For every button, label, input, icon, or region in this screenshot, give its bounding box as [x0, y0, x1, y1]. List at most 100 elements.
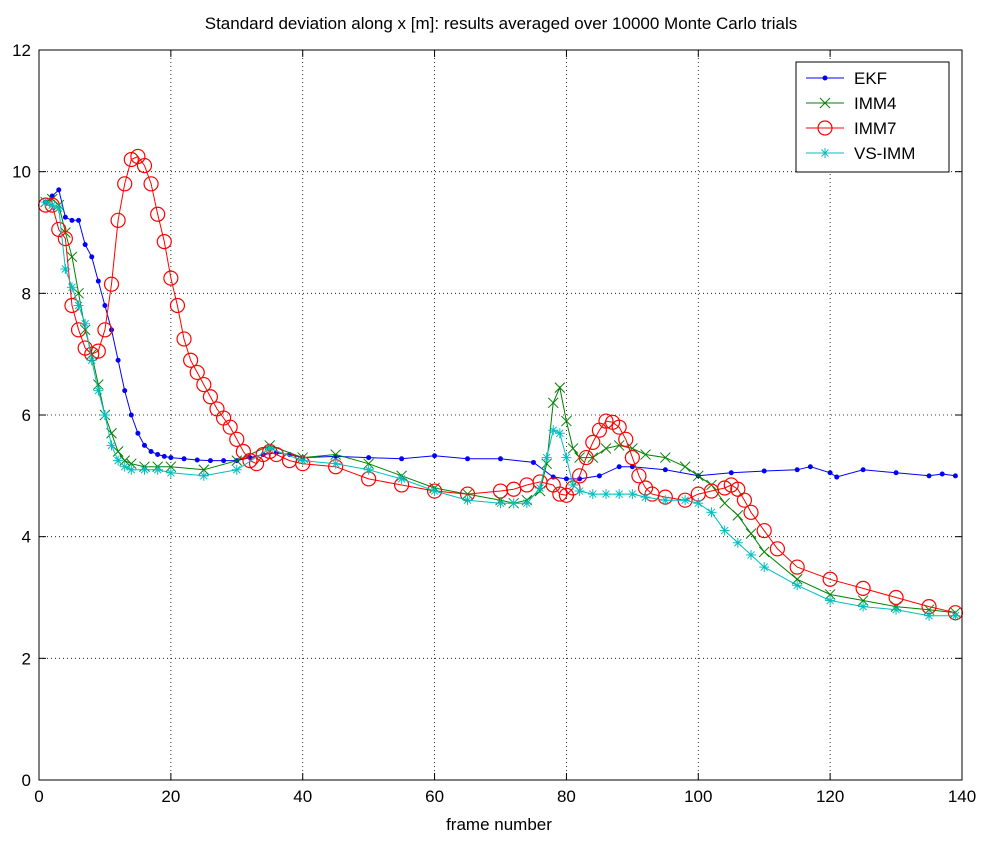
legend-marker	[820, 148, 830, 158]
x-tick-label: 100	[684, 787, 712, 806]
data-point	[891, 604, 902, 615]
data-point	[62, 214, 68, 220]
marker-stroke	[615, 490, 624, 498]
marker-stroke	[821, 149, 829, 157]
data-point	[202, 389, 219, 405]
data-point	[794, 467, 800, 473]
legend-label: EKF	[854, 69, 887, 88]
data-point	[759, 562, 770, 573]
data-point	[90, 343, 106, 359]
marker-stroke	[397, 475, 406, 483]
data-point	[547, 397, 559, 409]
data-point	[732, 537, 743, 548]
data-point	[692, 470, 704, 482]
marker-stroke	[925, 611, 933, 620]
data-point	[152, 464, 163, 475]
data-point	[97, 322, 113, 338]
legend-label: VS-IMM	[854, 144, 915, 163]
marker-stroke	[819, 97, 831, 109]
data-point	[585, 434, 601, 450]
marker-stroke	[61, 265, 70, 273]
data-point	[126, 464, 137, 475]
data-point	[110, 212, 126, 228]
series-line	[45, 155, 956, 614]
data-point	[80, 318, 91, 329]
marker-stroke	[719, 497, 731, 509]
legend[interactable]: EKF IMM4 IMM7 VS-IMM	[795, 61, 950, 173]
y-tick-label: 2	[22, 649, 31, 668]
data-point	[789, 559, 805, 575]
y-tick-label: 4	[22, 528, 31, 547]
marker-stroke	[81, 319, 90, 328]
marker-stroke	[199, 471, 208, 480]
series-vs-imm	[40, 197, 961, 621]
chart-title: Standard deviation along x [m]: results …	[205, 14, 798, 33]
marker-stroke	[331, 459, 340, 468]
data-point	[103, 276, 120, 292]
marker-stroke	[562, 453, 571, 462]
data-point	[600, 489, 611, 500]
data-point	[143, 176, 159, 192]
marker-stroke	[826, 596, 834, 605]
grid	[39, 50, 962, 780]
data-point	[952, 473, 958, 479]
data-point	[827, 470, 833, 476]
data-point	[168, 455, 174, 461]
data-point	[561, 415, 572, 427]
data-point	[611, 419, 627, 435]
y-tick-label: 12	[12, 41, 31, 60]
data-point	[743, 504, 759, 520]
data-point	[761, 468, 767, 474]
data-point	[183, 352, 199, 368]
data-point	[855, 580, 871, 596]
data-point	[429, 486, 440, 497]
data-point	[950, 610, 961, 621]
marker-stroke	[463, 496, 472, 505]
legend-item[interactable]: VS-IMM	[806, 144, 915, 163]
data-point	[728, 470, 734, 476]
data-point	[614, 489, 625, 500]
marker-stroke	[602, 490, 610, 498]
marker-stroke	[364, 465, 373, 474]
marker-stroke	[733, 538, 742, 547]
marker-stroke	[430, 487, 439, 495]
marker-stroke	[569, 481, 577, 489]
data-point	[155, 452, 161, 458]
marker-stroke	[951, 611, 960, 620]
marker-stroke	[758, 546, 770, 558]
legend-item[interactable]: EKF	[806, 69, 887, 88]
series-ekf	[43, 187, 958, 482]
data-point	[136, 157, 153, 174]
data-point	[268, 446, 284, 463]
data-point	[769, 541, 786, 557]
legend-label: IMM4	[854, 94, 897, 113]
data-point	[82, 242, 88, 248]
data-point	[89, 254, 95, 260]
data-point	[396, 473, 407, 484]
data-point	[73, 300, 84, 311]
data-point	[122, 388, 128, 394]
data-point	[123, 151, 139, 168]
data-point	[163, 270, 179, 286]
data-point	[858, 601, 869, 612]
marker-stroke	[549, 426, 558, 435]
marker-stroke	[232, 465, 241, 474]
data-point	[432, 453, 438, 459]
marker-stroke	[153, 465, 162, 474]
data-point	[76, 217, 82, 223]
data-point	[86, 355, 97, 366]
data-point	[207, 458, 213, 464]
y-tick-label: 8	[22, 284, 31, 303]
x-tick-label: 80	[557, 787, 576, 806]
legend-item[interactable]: IMM4	[806, 94, 897, 113]
marker-stroke	[536, 484, 544, 492]
data-point	[756, 522, 772, 539]
marker-stroke	[298, 456, 307, 465]
legend-item[interactable]: IMM7	[806, 119, 897, 138]
data-point	[229, 431, 245, 447]
legend-box	[795, 61, 950, 173]
marker-stroke	[659, 452, 671, 463]
marker-stroke	[114, 456, 122, 465]
marker-stroke	[747, 551, 755, 559]
data-point	[541, 452, 552, 463]
